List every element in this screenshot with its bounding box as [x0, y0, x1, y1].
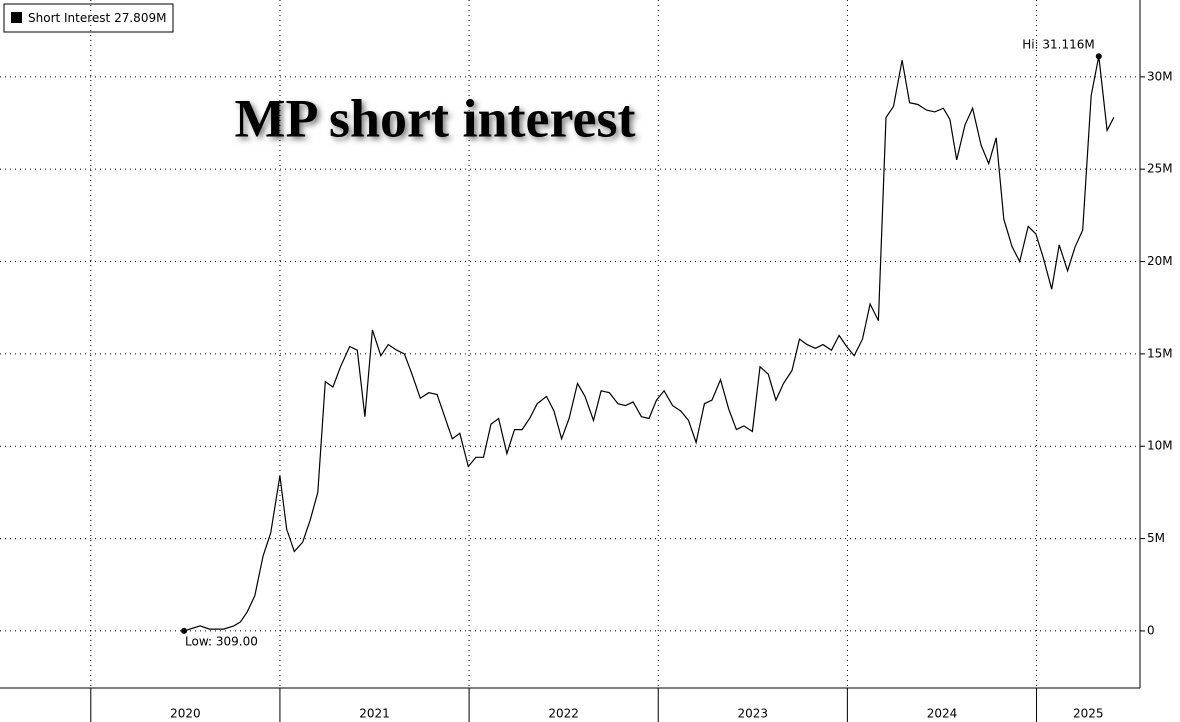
x-tick-label: 2024 [927, 707, 958, 721]
legend-value: 27.809M [114, 11, 166, 25]
y-tick-label: 25M [1147, 162, 1173, 176]
legend-series-name: Short Interest [28, 11, 111, 25]
legend-swatch [11, 12, 22, 23]
y-tick-label: 15M [1147, 346, 1173, 360]
annotation-label: Low: 309.00 [185, 634, 258, 648]
annotation-dot [1095, 53, 1102, 60]
y-tick-label: 0 [1147, 623, 1155, 637]
y-tick-label: 20M [1147, 254, 1173, 268]
series-line [183, 56, 1115, 632]
legend-box [3, 3, 174, 33]
annotation-dot [181, 627, 188, 634]
y-tick-label: 10M [1147, 439, 1173, 453]
y-tick-label: 5M [1147, 531, 1165, 545]
x-tick-label: 2023 [738, 707, 769, 721]
x-tick-label: 2022 [548, 707, 579, 721]
x-tick-label: 2025 [1073, 707, 1104, 721]
chart-title: MP short interest [235, 88, 636, 148]
x-tick-label: 2020 [170, 707, 201, 721]
legend-label: Short Interest 27.809M [28, 11, 166, 25]
x-tick-label: 2021 [359, 707, 390, 721]
y-tick-label: 30M [1147, 69, 1173, 83]
annotation-label: Hi: 31.116M [1022, 38, 1095, 52]
